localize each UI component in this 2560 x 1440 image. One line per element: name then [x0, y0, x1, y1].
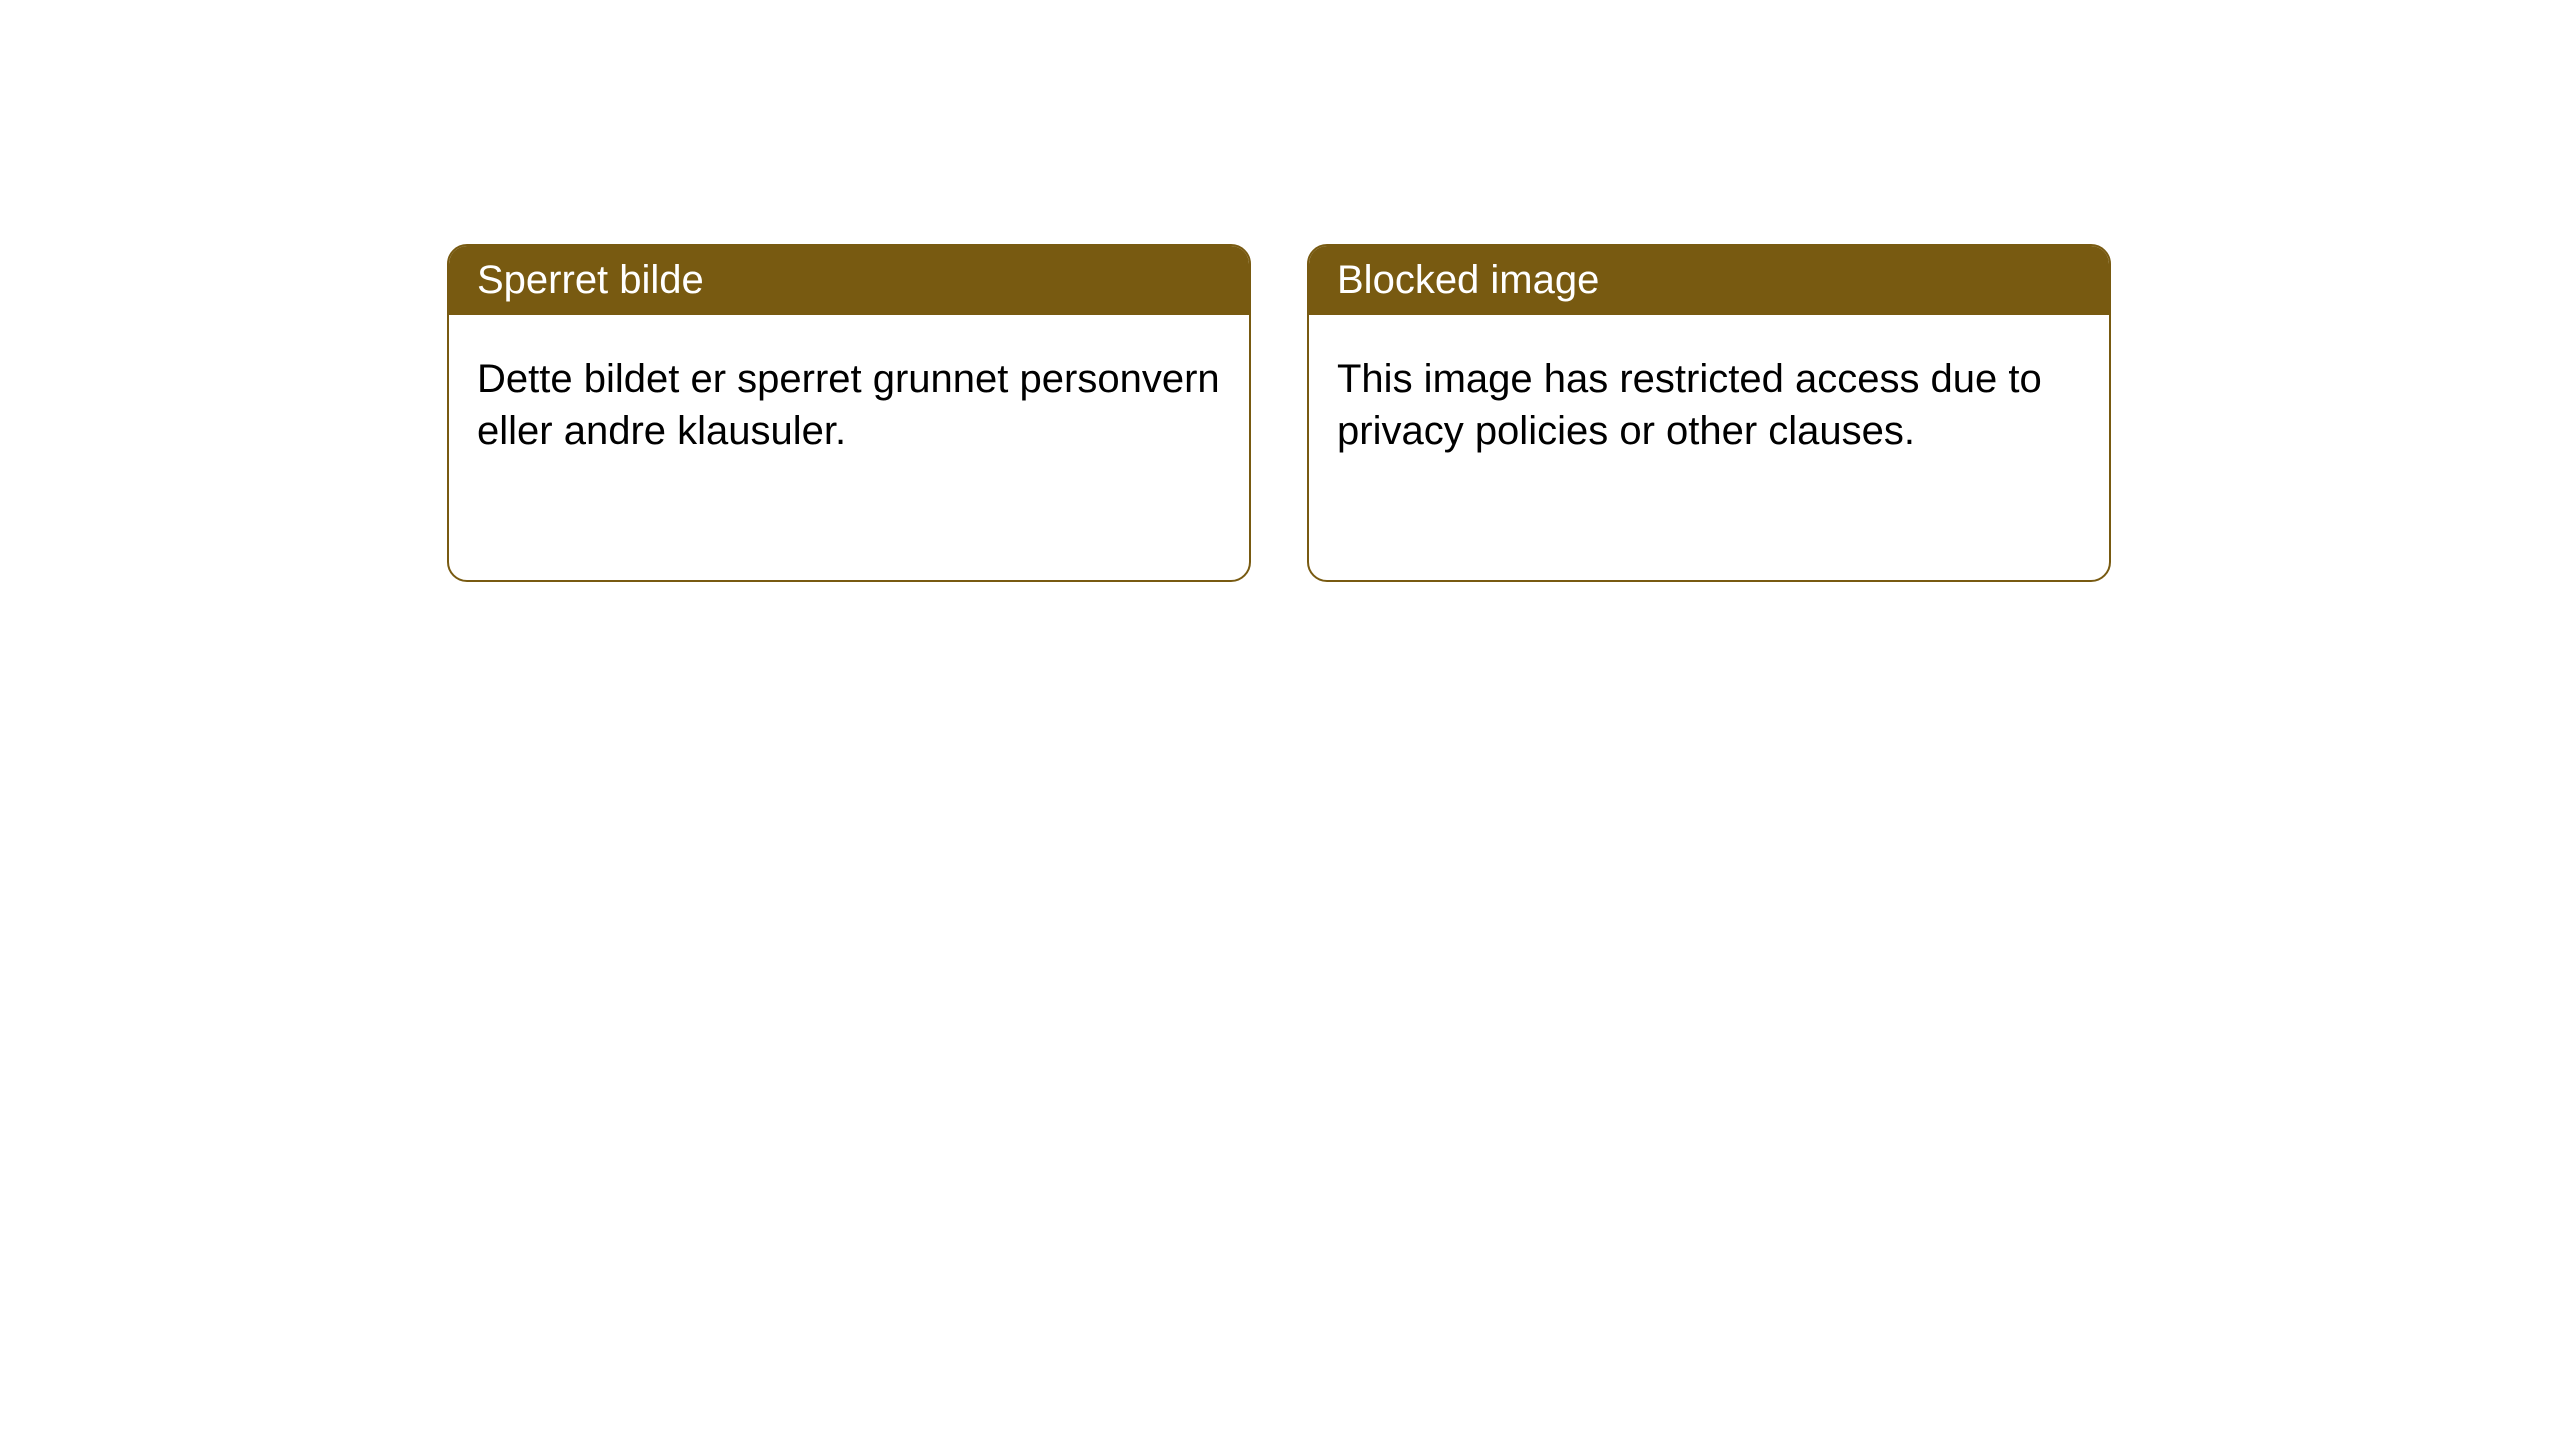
notice-card-norwegian: Sperret bilde Dette bildet er sperret gr… [447, 244, 1251, 582]
notice-card-english: Blocked image This image has restricted … [1307, 244, 2111, 582]
notice-body: Dette bildet er sperret grunnet personve… [449, 315, 1249, 495]
notice-title: Blocked image [1337, 258, 1599, 302]
notice-header: Blocked image [1309, 246, 2109, 315]
notice-container: Sperret bilde Dette bildet er sperret gr… [447, 244, 2111, 582]
notice-message: Dette bildet er sperret grunnet personve… [477, 357, 1220, 453]
notice-body: This image has restricted access due to … [1309, 315, 2109, 495]
notice-message: This image has restricted access due to … [1337, 357, 2042, 453]
notice-title: Sperret bilde [477, 258, 704, 302]
notice-header: Sperret bilde [449, 246, 1249, 315]
